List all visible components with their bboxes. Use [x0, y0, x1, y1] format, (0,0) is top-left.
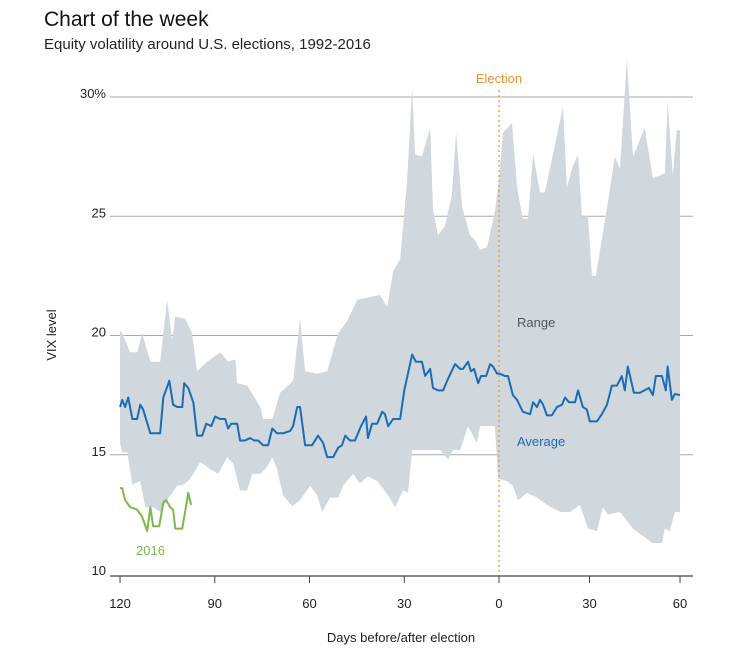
range-band: [120, 58, 681, 543]
plot-area: [119, 58, 681, 576]
y-tick-label: 15: [92, 444, 106, 459]
x-tick-label: 60: [673, 596, 687, 611]
x-axis-label: Days before/after election: [327, 630, 475, 645]
average-annotation: Average: [517, 434, 565, 449]
range-annotation: Range: [517, 315, 555, 330]
x-tick-label: 30: [397, 596, 411, 611]
chart-subtitle: Equity volatility around U.S. elections,…: [44, 36, 371, 53]
x-tick-label: 0: [495, 596, 502, 611]
y-tick-label: 10: [92, 563, 106, 578]
y-axis-label: VIX level: [44, 309, 59, 360]
y-tick-label: 30%: [80, 86, 106, 101]
x-tick-label: 120: [109, 596, 131, 611]
x-tick-label: 30: [582, 596, 596, 611]
average-line: [119, 353, 681, 459]
x-tick-label: 60: [302, 596, 316, 611]
2016-annotation: 2016: [136, 543, 165, 558]
election-annotation: Election: [476, 71, 522, 86]
y-tick-label: 20: [92, 325, 106, 340]
chart-title: Chart of the week: [44, 8, 209, 31]
axis-ticks: 30% 25 20 15 10 120 90 60 30 0 30 60: [80, 86, 693, 611]
2016-line: [120, 487, 193, 533]
x-tick-label: 90: [208, 596, 222, 611]
y-tick-label: 25: [92, 205, 106, 220]
